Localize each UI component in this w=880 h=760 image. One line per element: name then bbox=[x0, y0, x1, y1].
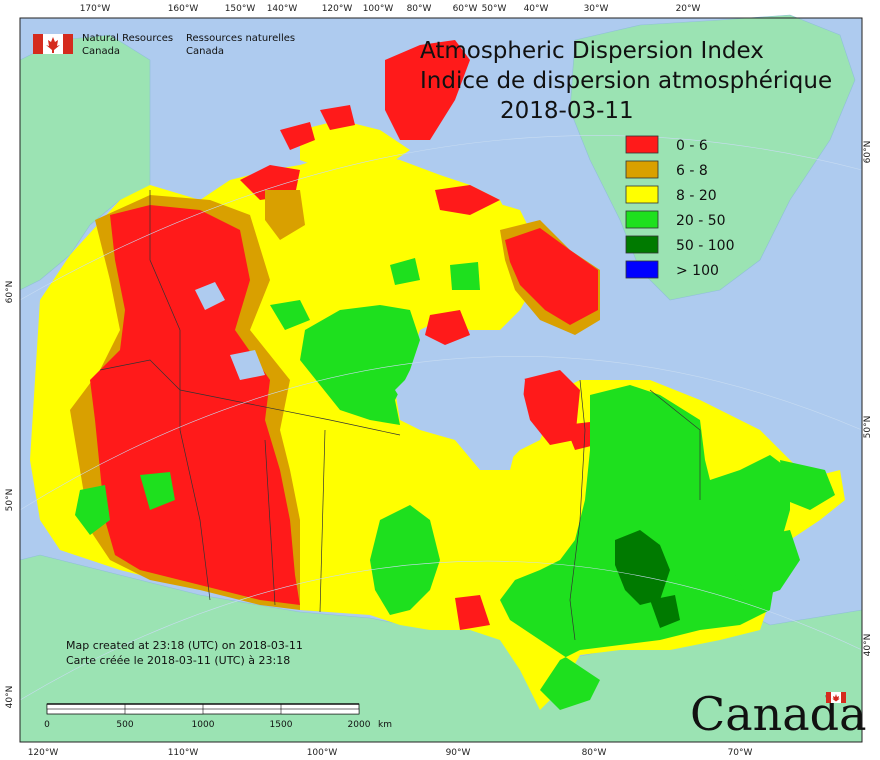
bottom-tick: 100°W bbox=[307, 748, 338, 758]
bottom-tick: 120°W bbox=[28, 748, 59, 758]
legend: 0 - 6 6 - 8 8 - 20 20 - 50 50 - 100 > 10… bbox=[625, 135, 735, 279]
canada-flag-icon bbox=[33, 34, 73, 54]
scale-label: 500 bbox=[116, 720, 133, 730]
scale-label: 1500 bbox=[270, 720, 293, 730]
left-tick: 40°N bbox=[5, 686, 15, 709]
top-tick: 100°W bbox=[363, 4, 394, 14]
right-tick: 60°N bbox=[863, 141, 873, 164]
credit-french: Carte créée le 2018-03-11 (UTC) à 23:18 bbox=[66, 654, 290, 667]
scale-label: 2000 bbox=[348, 720, 371, 730]
bottom-tick: 70°W bbox=[728, 748, 753, 758]
map-date: 2018-03-11 bbox=[500, 98, 634, 124]
canada-wordmark: Canada bbox=[690, 687, 867, 741]
agency-en-line2: Canada bbox=[82, 46, 120, 57]
left-tick: 60°N bbox=[5, 281, 15, 304]
scale-label: 1000 bbox=[192, 720, 215, 730]
credit-english: Map created at 23:18 (UTC) on 2018-03-11 bbox=[66, 639, 303, 652]
legend-label: 0 - 6 bbox=[676, 138, 708, 154]
agency-fr-line1: Ressources naturelles bbox=[186, 33, 295, 44]
right-ticks: 60°N 50°N 40°N bbox=[863, 141, 873, 657]
agency-signature: Natural Resources Canada Ressources natu… bbox=[33, 33, 295, 57]
top-tick: 170°W bbox=[80, 4, 111, 14]
legend-swatch bbox=[625, 160, 659, 179]
right-tick: 50°N bbox=[863, 416, 873, 439]
wordmark-flag-icon bbox=[826, 692, 846, 703]
legend-item: 20 - 50 bbox=[625, 210, 726, 229]
agency-fr-line2: Canada bbox=[186, 46, 224, 57]
legend-swatch bbox=[625, 135, 659, 154]
title-english: Atmospheric Dispersion Index bbox=[420, 38, 764, 64]
top-tick: 120°W bbox=[322, 4, 353, 14]
top-tick: 60°W bbox=[453, 4, 478, 14]
legend-label: > 100 bbox=[676, 263, 719, 279]
province-boundaries bbox=[99, 190, 701, 641]
graticule bbox=[19, 135, 863, 701]
top-tick: 40°W bbox=[524, 4, 549, 14]
agency-en-line1: Natural Resources bbox=[82, 33, 173, 44]
bottom-tick: 80°W bbox=[582, 748, 607, 758]
top-tick: 150°W bbox=[225, 4, 256, 14]
left-ticks: 60°N 50°N 40°N bbox=[5, 281, 15, 709]
bottom-tick: 110°W bbox=[168, 748, 199, 758]
right-tick: 40°N bbox=[863, 634, 873, 657]
scale-unit: km bbox=[378, 720, 392, 730]
scale-label: 0 bbox=[44, 720, 50, 730]
legend-swatch bbox=[625, 235, 659, 254]
left-tick: 50°N bbox=[5, 489, 15, 512]
top-tick: 50°W bbox=[482, 4, 507, 14]
legend-item: 50 - 100 bbox=[625, 235, 735, 254]
legend-item: 8 - 20 bbox=[625, 185, 717, 204]
top-tick: 160°W bbox=[168, 4, 199, 14]
legend-label: 6 - 8 bbox=[676, 163, 708, 179]
legend-swatch bbox=[625, 185, 659, 204]
legend-item: > 100 bbox=[625, 260, 719, 279]
bottom-tick: 90°W bbox=[446, 748, 471, 758]
bottom-ticks: 120°W 110°W 100°W 90°W 80°W 70°W bbox=[28, 748, 753, 758]
water-bodies bbox=[195, 282, 525, 470]
title-french: Indice de dispersion atmosphérique bbox=[420, 68, 832, 94]
scale-bar: 0 500 1000 1500 2000 km bbox=[44, 703, 392, 730]
legend-item: 0 - 6 bbox=[625, 135, 708, 154]
legend-swatch bbox=[625, 210, 659, 229]
legend-label: 8 - 20 bbox=[676, 188, 717, 204]
legend-item: 6 - 8 bbox=[625, 160, 708, 179]
legend-label: 50 - 100 bbox=[676, 238, 735, 254]
top-tick: 80°W bbox=[407, 4, 432, 14]
top-tick: 30°W bbox=[584, 4, 609, 14]
legend-swatch bbox=[625, 260, 659, 279]
map-frame bbox=[19, 17, 863, 743]
top-ticks: 170°W 160°W 150°W 140°W 120°W 100°W 80°W… bbox=[80, 4, 701, 14]
top-tick: 140°W bbox=[267, 4, 298, 14]
legend-label: 20 - 50 bbox=[676, 213, 726, 229]
top-tick: 20°W bbox=[676, 4, 701, 14]
